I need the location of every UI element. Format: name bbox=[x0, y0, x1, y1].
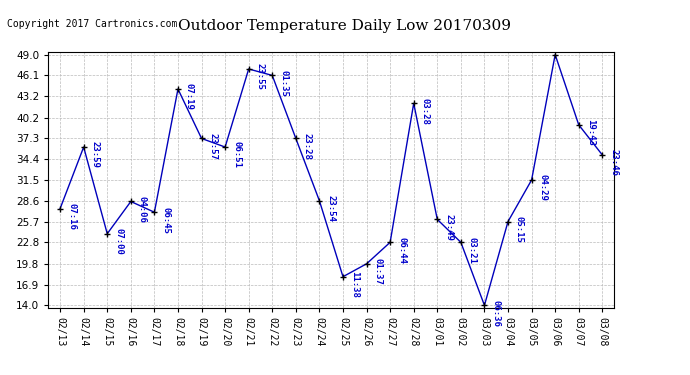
Text: 06:36: 06:36 bbox=[491, 300, 500, 327]
Text: 06:45: 06:45 bbox=[161, 207, 170, 234]
Text: 07:16: 07:16 bbox=[67, 203, 76, 230]
Text: 07:19: 07:19 bbox=[185, 84, 194, 110]
Text: 19:43: 19:43 bbox=[586, 119, 595, 146]
Text: 23:55: 23:55 bbox=[255, 63, 265, 90]
Text: 05:15: 05:15 bbox=[515, 216, 524, 243]
Text: 03:21: 03:21 bbox=[468, 237, 477, 264]
Text: 04:29: 04:29 bbox=[538, 174, 548, 201]
Text: 03:28: 03:28 bbox=[421, 98, 430, 124]
Text: 06:51: 06:51 bbox=[232, 141, 241, 168]
Text: 23:28: 23:28 bbox=[303, 133, 312, 160]
Text: 01:37: 01:37 bbox=[373, 258, 382, 285]
Text: 07:00: 07:00 bbox=[114, 228, 124, 255]
Text: 23:59: 23:59 bbox=[90, 141, 99, 168]
Text: 06:44: 06:44 bbox=[397, 237, 406, 264]
Text: 23:49: 23:49 bbox=[444, 214, 453, 241]
Text: 04:06: 04:06 bbox=[138, 196, 147, 223]
Text: 23:46: 23:46 bbox=[609, 149, 618, 176]
Text: Temperature (°F): Temperature (°F) bbox=[522, 30, 630, 40]
Text: 23:54: 23:54 bbox=[326, 195, 335, 222]
Text: 23:57: 23:57 bbox=[208, 133, 217, 160]
Text: 01:35: 01:35 bbox=[279, 70, 288, 97]
Text: Outdoor Temperature Daily Low 20170309: Outdoor Temperature Daily Low 20170309 bbox=[179, 19, 511, 33]
Text: 11:38: 11:38 bbox=[350, 271, 359, 298]
Text: Copyright 2017 Cartronics.com: Copyright 2017 Cartronics.com bbox=[7, 19, 177, 29]
